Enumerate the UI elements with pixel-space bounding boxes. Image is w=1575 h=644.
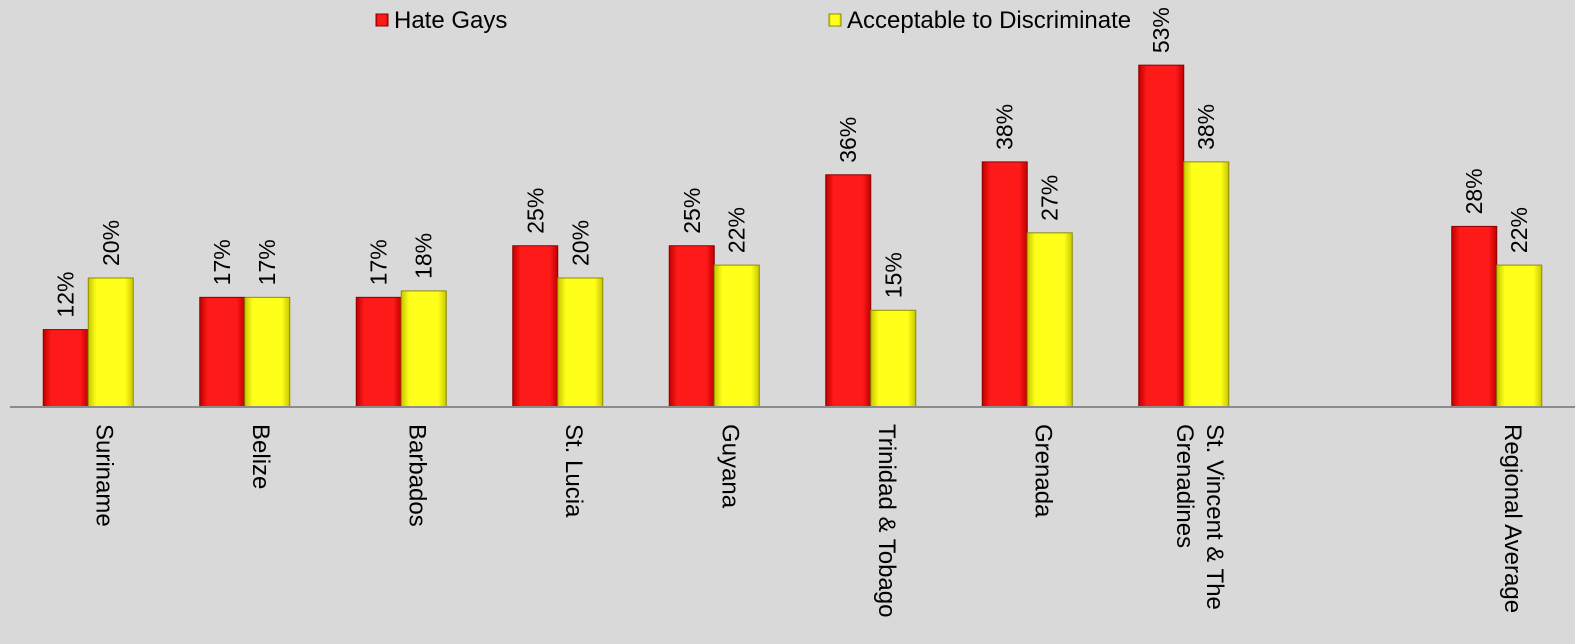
category-label-line: Guyana xyxy=(716,424,743,509)
bars-group xyxy=(42,64,1543,408)
bar-hate-gays-3 xyxy=(512,245,559,408)
category-label-line: Barbados xyxy=(403,424,430,527)
data-label-acceptable-to-discriminate-2: 18% xyxy=(411,233,437,279)
legend-swatch xyxy=(375,13,389,27)
data-labels-group: 12% 17% 17% 25% 25% 36% 38% 53% 28% 20% 17% 18% 20% 2… xyxy=(53,7,1533,317)
bar-acceptable-to-discriminate-3 xyxy=(557,277,604,408)
bar-acceptable-to-discriminate-0 xyxy=(87,277,134,408)
legend-item-hate-gays: Hate Gays xyxy=(375,7,507,34)
data-label-acceptable-to-discriminate-1: 17% xyxy=(254,239,280,285)
bar-acceptable-to-discriminate-9 xyxy=(1496,264,1543,408)
category-label-line: Regional Average xyxy=(1499,424,1526,613)
category-label-9: Regional Average xyxy=(1499,424,1526,613)
bar-acceptable-to-discriminate-7 xyxy=(1183,161,1230,408)
data-label-hate-gays-4: 25% xyxy=(679,188,705,234)
legend-label: Hate Gays xyxy=(394,7,507,34)
category-label-line: Grenada xyxy=(1029,424,1056,518)
bar-hate-gays-2 xyxy=(355,296,402,408)
category-label-1: Belize xyxy=(247,424,274,489)
legend-swatch xyxy=(828,13,842,27)
bar-hate-gays-0 xyxy=(42,329,89,408)
bar-acceptable-to-discriminate-2 xyxy=(400,290,447,408)
category-label-line: St. Vincent & The xyxy=(1201,424,1228,610)
data-label-acceptable-to-discriminate-3: 20% xyxy=(567,220,593,266)
data-label-acceptable-to-discriminate-4: 22% xyxy=(724,207,750,253)
bar-hate-gays-1 xyxy=(199,296,246,408)
category-label-line: St. Lucia xyxy=(560,424,587,518)
category-label-3: St. Lucia xyxy=(560,424,587,518)
bar-hate-gays-4 xyxy=(668,245,715,408)
bar-hate-gays-7 xyxy=(1138,64,1185,408)
legend: Hate Gays Acceptable to Discriminate xyxy=(375,7,1131,34)
bar-acceptable-to-discriminate-6 xyxy=(1026,232,1073,408)
category-label-0: Suriname xyxy=(90,424,117,527)
data-label-acceptable-to-discriminate-6: 27% xyxy=(1037,175,1063,221)
category-labels-group: Suriname Belize Barbados St. Lucia Guyana Tri… xyxy=(90,424,1526,617)
data-label-hate-gays-3: 25% xyxy=(522,188,548,234)
data-label-hate-gays-7: 53% xyxy=(1148,7,1174,53)
legend-label: Acceptable to Discriminate xyxy=(847,7,1131,34)
data-label-hate-gays-1: 17% xyxy=(209,239,235,285)
data-label-acceptable-to-discriminate-0: 20% xyxy=(98,220,124,266)
category-label-line: Grenadines xyxy=(1171,424,1198,548)
category-label-line: Trinidad & Tobago xyxy=(873,424,900,617)
data-label-acceptable-to-discriminate-9: 22% xyxy=(1506,207,1532,253)
bar-hate-gays-9 xyxy=(1451,225,1498,408)
category-label-2: Barbados xyxy=(403,424,430,527)
data-label-hate-gays-0: 12% xyxy=(53,272,79,318)
data-label-hate-gays-5: 36% xyxy=(835,117,861,163)
category-label-4: Guyana xyxy=(716,424,743,509)
bar-acceptable-to-discriminate-1 xyxy=(244,296,291,408)
data-label-acceptable-to-discriminate-7: 38% xyxy=(1193,104,1219,150)
bar-hate-gays-6 xyxy=(981,161,1028,408)
bar-acceptable-to-discriminate-4 xyxy=(713,264,760,408)
legend-item-acceptable-to-discriminate: Acceptable to Discriminate xyxy=(828,7,1131,34)
bar-acceptable-to-discriminate-5 xyxy=(870,309,917,408)
category-label-5: Trinidad & Tobago xyxy=(873,424,900,617)
data-label-hate-gays-9: 28% xyxy=(1461,168,1487,214)
category-label-6: Grenada xyxy=(1029,424,1056,518)
category-label-line: Suriname xyxy=(90,424,117,527)
data-label-acceptable-to-discriminate-5: 15% xyxy=(880,252,906,298)
data-label-hate-gays-6: 38% xyxy=(992,104,1018,150)
data-label-hate-gays-2: 17% xyxy=(366,239,392,285)
bar-hate-gays-5 xyxy=(825,174,872,408)
category-label-line: Belize xyxy=(247,424,274,489)
